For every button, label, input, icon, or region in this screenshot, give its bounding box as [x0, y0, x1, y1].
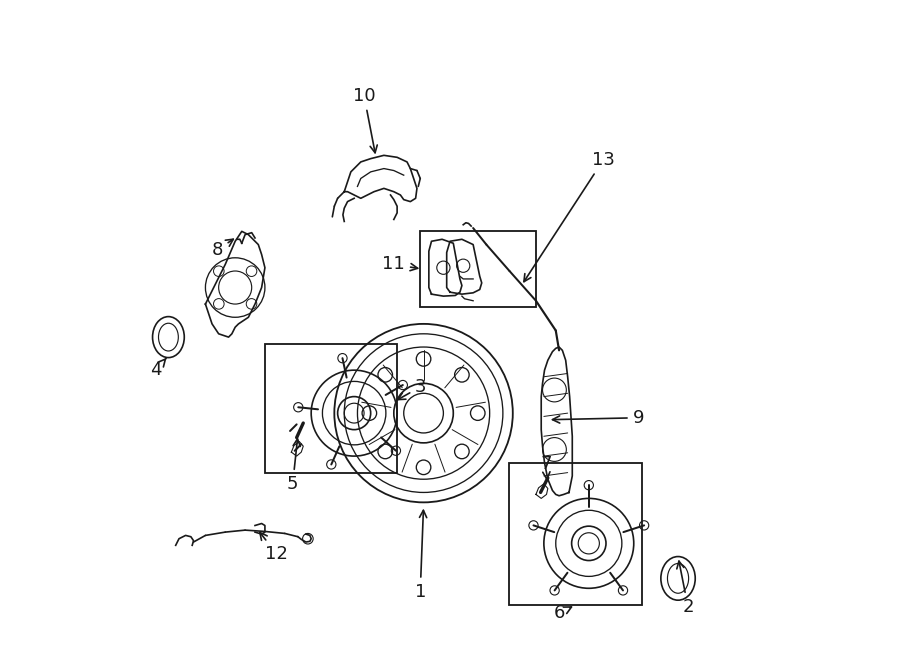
- Text: 6: 6: [554, 604, 572, 623]
- Text: 4: 4: [150, 358, 166, 379]
- Text: 11: 11: [382, 255, 418, 274]
- Text: 3: 3: [398, 377, 427, 400]
- Bar: [509, 463, 642, 605]
- Text: 8: 8: [212, 239, 233, 259]
- Text: 12: 12: [260, 533, 288, 563]
- Text: 13: 13: [524, 151, 615, 282]
- Bar: [265, 344, 397, 473]
- Text: 1: 1: [415, 510, 427, 601]
- Bar: [420, 231, 536, 307]
- Text: 10: 10: [353, 87, 377, 153]
- Text: 9: 9: [553, 408, 644, 427]
- Text: 7: 7: [540, 455, 552, 479]
- Text: 2: 2: [677, 561, 694, 616]
- Text: 5: 5: [287, 439, 301, 493]
